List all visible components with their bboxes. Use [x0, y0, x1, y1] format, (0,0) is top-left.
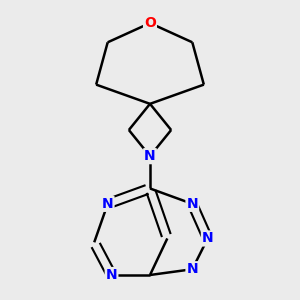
Text: N: N [187, 197, 198, 211]
Text: N: N [102, 197, 113, 211]
Text: O: O [144, 16, 156, 30]
Text: N: N [144, 149, 156, 163]
Text: N: N [187, 262, 198, 276]
Text: N: N [202, 232, 214, 245]
Text: N: N [106, 268, 117, 282]
